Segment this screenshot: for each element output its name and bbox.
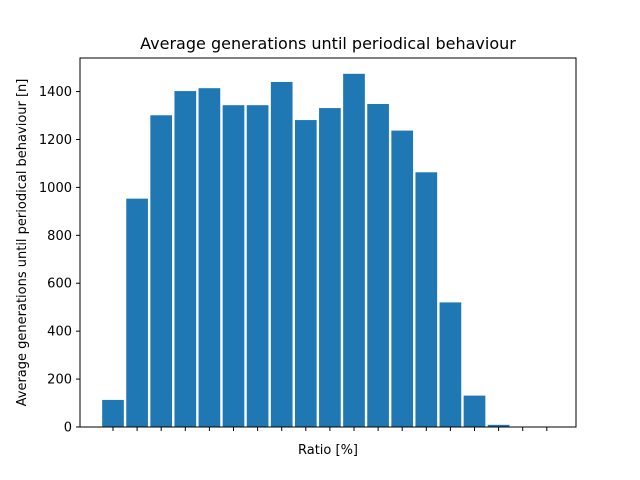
bar-1 [126,198,148,427]
y-tick-label-3: 600 [47,277,72,292]
plot-frame [79,57,577,428]
bar-9 [319,108,341,427]
y-tick-label-4: 800 [47,229,72,244]
y-tick-label-7: 1400 [39,85,72,100]
bar-7 [270,81,293,428]
y-tick-label-1: 200 [47,373,72,388]
y-tick-label-6: 1200 [39,133,72,148]
bar-2 [150,115,173,428]
bars-group [102,73,510,428]
bar-8 [294,120,317,427]
y-axis-label: Average generations until periodical beh… [15,79,30,407]
bar-11 [367,104,389,427]
bar-6 [246,105,269,427]
y-ticks-group: 0 200 400 600 800 1000 1200 1400 [39,85,80,436]
bar-12 [391,130,414,427]
x-axis-label: Ratio [%] [298,443,358,458]
bar-0 [102,399,124,427]
bar-15 [463,395,486,427]
bar-4 [198,88,221,427]
chart-title: Average generations until periodical beh… [140,34,516,53]
bar-10 [343,73,365,427]
bar-5 [222,105,245,427]
bar-3 [174,91,197,427]
bar-13 [415,172,438,427]
bar-14 [439,302,462,427]
x-ticks-group [112,427,548,431]
bar-16 [487,424,510,427]
y-tick-label-0: 0 [64,421,72,436]
y-tick-label-5: 1000 [39,181,72,196]
y-tick-label-2: 400 [47,325,72,340]
